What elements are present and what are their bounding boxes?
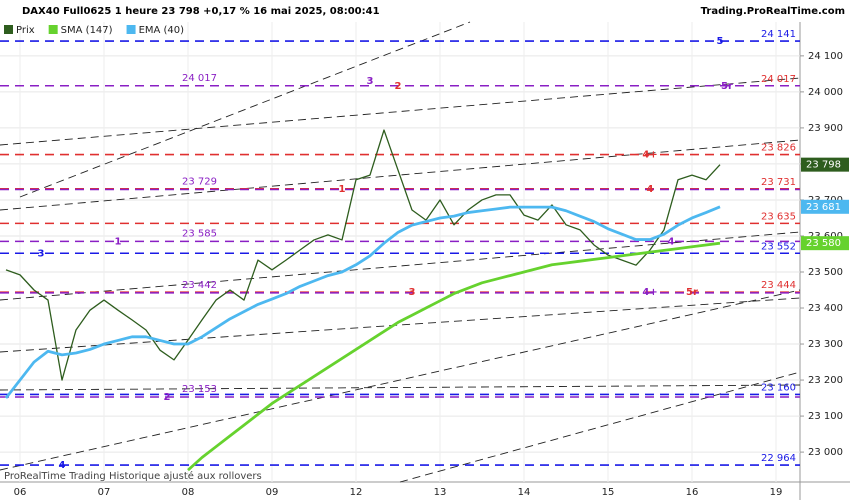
level-right-label: 23 444 bbox=[761, 280, 796, 291]
series-line bbox=[187, 241, 721, 472]
last-value-label: 23 580 bbox=[806, 238, 841, 249]
x-tick-label: 13 bbox=[434, 487, 447, 498]
legend-swatch bbox=[126, 25, 136, 34]
y-tick-label: 23 400 bbox=[808, 303, 843, 314]
level-right-label: 24 017 bbox=[761, 74, 796, 85]
annotation: 4 bbox=[668, 236, 675, 247]
annotation: 5r bbox=[686, 287, 698, 298]
trend-line bbox=[0, 297, 801, 353]
last-value-label: 23 798 bbox=[806, 160, 841, 171]
annotation: 2 bbox=[395, 81, 402, 92]
level-right-label: 23 552 bbox=[761, 241, 796, 252]
footer: ProRealTime Trading Historique ajusté au… bbox=[4, 470, 262, 482]
x-tick-label: 19 bbox=[770, 487, 783, 498]
x-tick-label: 15 bbox=[602, 487, 615, 498]
chart-title: DAX40 Full0625 1 heure 23 798 +0,17 % 16… bbox=[22, 6, 380, 17]
level-right-label: 23 160 bbox=[761, 382, 796, 393]
y-tick-label: 23 900 bbox=[808, 123, 843, 134]
annotation: 1 bbox=[115, 236, 122, 247]
annotation: 3 bbox=[38, 248, 45, 259]
legend-label: Prix bbox=[16, 25, 35, 36]
series-line bbox=[5, 129, 721, 381]
y-tick-label: 23 000 bbox=[808, 447, 843, 458]
level-left-label: 24 017 bbox=[182, 73, 217, 84]
legend-label: EMA (40) bbox=[139, 25, 185, 36]
annotation: 1 bbox=[339, 184, 346, 195]
level-left-label: 23 153 bbox=[182, 384, 217, 395]
trend-line bbox=[0, 384, 801, 391]
y-tick-label: 23 100 bbox=[808, 411, 843, 422]
trend-line bbox=[0, 289, 801, 471]
annotation: 5r bbox=[721, 81, 733, 92]
x-tick-label: 12 bbox=[350, 487, 363, 498]
x-tick-label: 08 bbox=[182, 487, 195, 498]
last-value-box bbox=[801, 199, 849, 214]
level-left-label: 23 585 bbox=[182, 228, 217, 239]
annotation: 3 bbox=[409, 287, 416, 298]
level-right-label: 22 964 bbox=[761, 453, 796, 464]
trend-line bbox=[0, 77, 801, 146]
trend-line bbox=[19, 21, 471, 198]
annotation: 4+ bbox=[642, 150, 657, 161]
x-tick-label: 09 bbox=[266, 487, 279, 498]
last-value-label: 23 681 bbox=[806, 202, 841, 213]
annotation: 4 bbox=[59, 460, 66, 471]
level-left-label: 23 442 bbox=[182, 280, 217, 291]
x-tick-label: 07 bbox=[98, 487, 111, 498]
last-value-box bbox=[801, 157, 849, 172]
series-line bbox=[4, 205, 721, 399]
level-right-label: 23 635 bbox=[761, 211, 796, 222]
level-right-label: 24 141 bbox=[761, 29, 796, 40]
trend-line bbox=[0, 139, 801, 211]
y-tick-label: 23 500 bbox=[808, 267, 843, 278]
trend-line bbox=[399, 371, 801, 483]
level-right-label: 23 731 bbox=[761, 177, 796, 188]
y-tick-label: 23 300 bbox=[808, 339, 843, 350]
header-bar bbox=[0, 0, 850, 22]
annotation: 4 bbox=[647, 184, 654, 195]
x-tick-label: 16 bbox=[686, 487, 699, 498]
source: Trading.ProRealTime.com bbox=[701, 6, 845, 17]
annotation: 5 bbox=[717, 36, 724, 47]
legend-label: SMA (147) bbox=[61, 25, 113, 36]
y-tick-label: 23 200 bbox=[808, 375, 843, 386]
annotation: 2 bbox=[164, 392, 171, 403]
legend-swatch bbox=[4, 25, 13, 34]
level-left-label: 23 729 bbox=[182, 177, 217, 188]
annotation: 4+ bbox=[642, 287, 657, 298]
y-tick-label: 24 100 bbox=[808, 51, 843, 62]
trend-lines bbox=[0, 21, 801, 483]
x-tick-label: 06 bbox=[14, 487, 27, 498]
trend-line bbox=[0, 231, 801, 301]
annotation: 3 bbox=[367, 76, 374, 87]
level-right-label: 23 826 bbox=[761, 143, 796, 154]
x-tick-label: 14 bbox=[518, 487, 531, 498]
last-value-box bbox=[801, 236, 849, 251]
y-tick-label: 24 000 bbox=[808, 87, 843, 98]
legend-swatch bbox=[48, 25, 58, 34]
